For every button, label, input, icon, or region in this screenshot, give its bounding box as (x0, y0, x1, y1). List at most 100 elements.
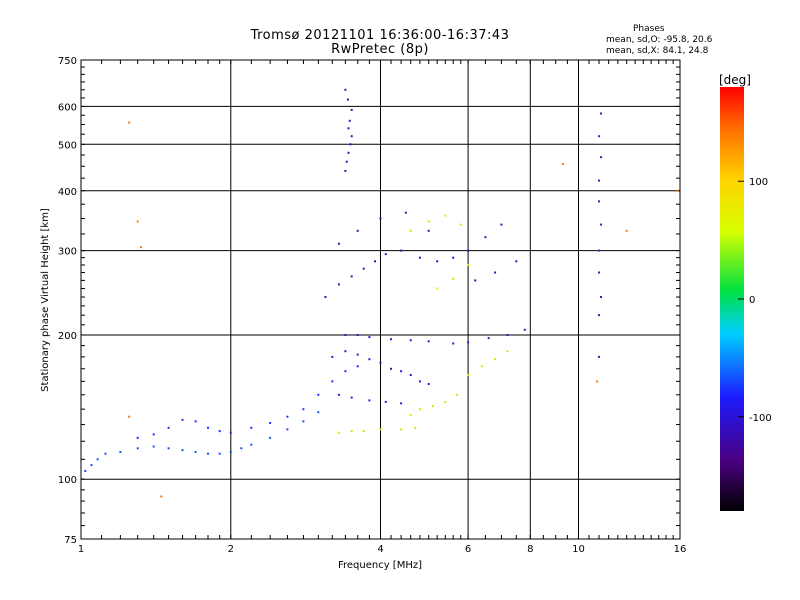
data-point (344, 88, 347, 91)
data-point (350, 108, 353, 111)
data-point (379, 361, 382, 364)
data-point (598, 135, 600, 138)
data-point (119, 450, 122, 453)
data-point (600, 156, 602, 159)
data-point (337, 393, 340, 396)
colorbar-tick-label: -100 (749, 413, 772, 424)
data-point (515, 260, 518, 263)
data-point (84, 470, 87, 472)
data-point (181, 449, 184, 452)
y-axis-label: Stationary phase Virtual Height [km] (40, 208, 51, 392)
data-point (356, 334, 359, 336)
data-point (136, 220, 139, 223)
data-point (331, 355, 334, 358)
data-point (229, 450, 232, 453)
data-point (331, 380, 334, 383)
data-point (523, 328, 526, 331)
grid-lines (81, 60, 680, 539)
stats-x-mode: mean, sd,X: 84.1, 24.8 (606, 46, 709, 56)
data-point (362, 430, 365, 433)
data-point (409, 229, 412, 232)
data-point (207, 452, 209, 455)
y-tick-label: 200 (58, 331, 77, 342)
data-point (356, 229, 359, 232)
data-point (160, 495, 163, 498)
data-point (96, 458, 99, 461)
data-point (269, 422, 272, 424)
data-point (404, 211, 407, 214)
data-point (418, 408, 421, 411)
data-point (452, 342, 455, 345)
data-point (506, 350, 509, 353)
data-point (250, 426, 253, 429)
data-point (140, 246, 142, 249)
x-tick-label: 2 (228, 544, 234, 555)
data-point (596, 380, 599, 383)
colorbar-tick-label: 100 (749, 177, 768, 188)
data-points (84, 88, 679, 498)
data-point (384, 400, 387, 403)
data-point (207, 426, 209, 429)
x-tick-label: 16 (674, 544, 687, 555)
data-point (598, 200, 600, 203)
data-point (418, 380, 421, 383)
data-point (598, 271, 600, 274)
y-tick-label: 75 (64, 535, 77, 546)
data-point (384, 253, 387, 256)
data-point (136, 436, 139, 439)
data-point (374, 260, 376, 263)
data-point (347, 151, 350, 154)
data-point (344, 370, 347, 373)
x-tick-label: 6 (465, 544, 471, 555)
data-point (128, 121, 131, 124)
data-point (317, 393, 320, 396)
data-point (136, 447, 139, 450)
data-point (90, 464, 93, 467)
data-point (250, 443, 253, 446)
data-point (368, 358, 371, 361)
data-point (474, 279, 477, 282)
data-point (414, 426, 417, 429)
data-point (390, 367, 392, 370)
data-point (427, 383, 430, 385)
data-point (456, 393, 458, 396)
data-point (347, 127, 350, 130)
data-point (128, 415, 131, 418)
data-point (368, 399, 371, 402)
data-point (400, 249, 403, 252)
data-point (349, 143, 352, 146)
data-point (598, 314, 600, 317)
data-point (418, 256, 421, 259)
data-point (436, 287, 439, 290)
data-point (344, 334, 347, 336)
data-point (152, 433, 155, 436)
data-point (600, 223, 602, 226)
data-point (459, 223, 462, 226)
x-tick-label: 10 (572, 544, 585, 555)
data-point (324, 296, 327, 298)
data-point (379, 217, 382, 220)
data-point (506, 334, 509, 336)
data-point (167, 447, 170, 450)
data-point (427, 229, 430, 232)
data-point (302, 408, 305, 411)
y-tick-label: 750 (58, 56, 77, 67)
y-tick-label: 500 (58, 140, 77, 151)
y-tick-label: 100 (58, 475, 77, 486)
data-point (481, 365, 483, 368)
data-point (487, 337, 490, 340)
data-point (400, 402, 403, 405)
y-tick-label: 600 (58, 102, 77, 113)
data-point (432, 405, 434, 408)
data-point (390, 338, 392, 341)
data-point (600, 296, 602, 298)
data-point (350, 275, 353, 278)
data-point (218, 452, 221, 455)
data-point (452, 277, 455, 280)
x-tick-label: 8 (527, 544, 533, 555)
data-point (400, 428, 403, 431)
data-point (350, 396, 353, 399)
data-point (344, 350, 347, 353)
data-point (181, 418, 184, 421)
data-point (467, 374, 470, 376)
